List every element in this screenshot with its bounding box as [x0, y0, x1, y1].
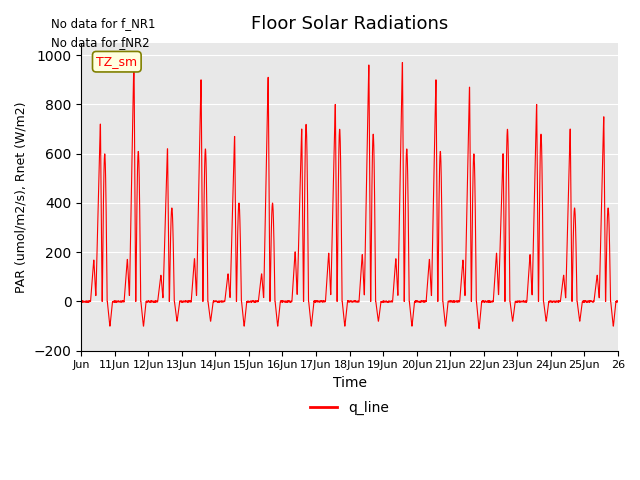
Y-axis label: PAR (umol/m2/s), Rnet (W/m2): PAR (umol/m2/s), Rnet (W/m2): [15, 101, 28, 293]
Text: No data for f_NR1: No data for f_NR1: [51, 17, 156, 30]
Text: TZ_sm: TZ_sm: [96, 55, 138, 68]
X-axis label: Time: Time: [333, 376, 367, 390]
Legend: q_line: q_line: [304, 396, 395, 421]
Text: No data for f̲NR2: No data for f̲NR2: [51, 36, 150, 49]
Title: Floor Solar Radiations: Floor Solar Radiations: [251, 15, 448, 33]
